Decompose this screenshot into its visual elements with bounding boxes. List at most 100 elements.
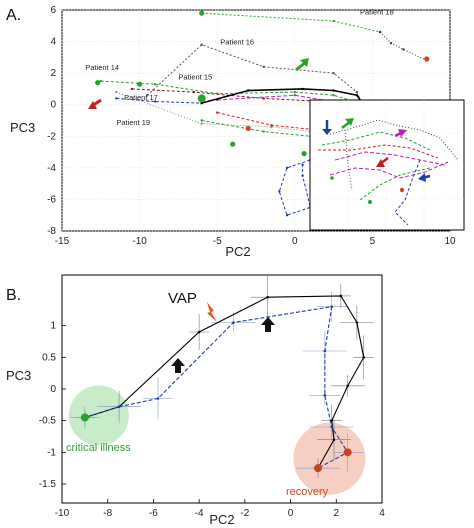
panel-a-series-line <box>217 94 365 110</box>
panel-b-series-point <box>323 349 327 353</box>
panel-b-ytick-label: 0.5 <box>42 352 56 363</box>
panel-b-end-point <box>314 464 322 473</box>
panel-b-series-point <box>346 384 350 388</box>
panel-a-highlight-point <box>137 81 143 87</box>
panel-b-series-point <box>323 394 327 397</box>
panel-a-ytick-label: -4 <box>47 163 56 174</box>
panel-a-xtick-label: -10 <box>132 236 147 247</box>
panel-a-series-point <box>200 43 203 46</box>
panel-a-series-point <box>200 101 203 105</box>
panel-a-ytick-label: -8 <box>47 226 56 237</box>
panel-b-xtick-label: 0 <box>288 508 294 519</box>
panel-a-patient-label: Patient 15 <box>178 72 212 81</box>
panel-a-series-point <box>301 87 304 91</box>
panel-b-ytick-label: 1 <box>50 321 56 332</box>
panel-a-series-point <box>146 94 149 97</box>
panel-a-highlight-point <box>245 125 251 131</box>
panel-a-patient-label: Patient 16 <box>220 38 254 47</box>
critical-illness-label: critical illness <box>66 442 131 454</box>
critical-illness-region <box>68 385 129 446</box>
panel-b-ytick-label: 0 <box>50 384 56 395</box>
panel-a-patient-label: Patient 17 <box>124 93 158 102</box>
panel-a-highlight-point <box>230 141 236 147</box>
panel-b-ytick-label: -1 <box>47 447 56 458</box>
panel-a-series-point <box>192 90 196 94</box>
panel-a-series-point <box>99 79 103 83</box>
panel-b-label: B. <box>6 287 21 304</box>
panel-a-ylabel: PC3 <box>10 120 35 135</box>
inset-points <box>330 176 405 204</box>
panel-a-series-line <box>201 12 381 33</box>
panel-a-series-point <box>293 90 296 94</box>
panel-a-series-point <box>115 90 118 94</box>
panel-a-series-point <box>262 97 265 100</box>
panel-a-ytick-label: -2 <box>47 131 56 142</box>
inset-magenta-arrow-icon <box>394 129 407 138</box>
panel-a-series-point <box>130 87 134 91</box>
panel-a: A. -15 -10 -5 0 5 10 6 4 2 0 -2 -4 -6 -8 Patient 18 Pa… <box>6 5 465 259</box>
vap-label: VAP <box>168 290 197 307</box>
panel-a-grid <box>61 9 451 232</box>
panel-a-xtick-label: -15 <box>55 236 70 247</box>
panel-b-xtick-label: 2 <box>334 508 340 519</box>
panel-b-series-point <box>339 294 343 298</box>
panel-a-series-line <box>147 44 366 110</box>
panel-a-series-point <box>262 130 265 133</box>
panel-b-xtick-label: 4 <box>379 508 385 519</box>
panel-b-series-point <box>197 330 201 334</box>
panel-a-series-point <box>200 122 203 125</box>
panel-b: B. -10 -8 -6 -4 -2 0 2 4 1 0.5 0 -0.5 -1 -1.5 PC2 PC3… <box>6 274 385 527</box>
panel-a-ytick-label: 6 <box>50 5 56 16</box>
inset-navy-arrow-icon <box>418 173 431 182</box>
panel-a-series-point <box>332 89 335 92</box>
black-arrow-up-icon <box>171 358 185 373</box>
panel-b-series-point <box>330 305 334 308</box>
panel-a-series-point <box>270 124 273 127</box>
panel-a-ytick-label: 0 <box>50 100 56 111</box>
panel-b-xtick-label: -8 <box>103 508 112 519</box>
inset-green-arrow-icon <box>341 118 354 129</box>
panel-a-series-line <box>116 97 202 104</box>
panel-a-highlight-point <box>424 56 430 62</box>
panel-a-series-point <box>389 41 393 45</box>
panel-a-ytick-label: -6 <box>47 194 56 205</box>
panel-a-highlight-point <box>95 80 101 86</box>
panel-a-series-point <box>355 90 359 94</box>
panel-a-series-point <box>332 19 335 23</box>
panel-a-series-point <box>301 174 304 177</box>
panel-b-series-point <box>117 405 121 409</box>
panel-a-series-point <box>355 94 359 97</box>
black-arrow-up-icon-2 <box>261 317 275 332</box>
panel-b-start-point <box>80 413 89 422</box>
panel-a-series-point <box>378 30 382 34</box>
panel-a-patient-label: Patient 18 <box>360 8 394 17</box>
inset-red-arrow-icon <box>376 157 389 167</box>
panel-a-ytick-label: 4 <box>50 37 56 48</box>
green-arrow-icon <box>295 58 309 72</box>
panel-a-xtick-label: -5 <box>213 236 222 247</box>
panel-b-series-point <box>330 419 334 422</box>
lightning-icon <box>207 302 217 322</box>
panel-a-xtick-label: 5 <box>370 236 376 247</box>
inset-frame <box>309 99 465 231</box>
panel-a-series-point <box>115 97 118 100</box>
panel-a-series-point <box>293 94 296 97</box>
panel-a-ticks: -15 -10 -5 0 5 10 6 4 2 0 -2 -4 -6 -8 <box>47 5 456 247</box>
panel-a-series-line <box>278 109 366 216</box>
panel-a-patient-label: Patient 19 <box>116 118 150 127</box>
panel-b-ytick-label: -1.5 <box>39 479 57 490</box>
panel-a-highlight-point <box>301 151 307 157</box>
panel-b-series-point <box>266 295 270 299</box>
panel-b-series-point <box>330 425 334 429</box>
panel-a-series-point <box>153 82 157 86</box>
panel-a-series-point <box>247 89 250 92</box>
inset-zoom <box>309 99 465 231</box>
panel-a-highlight-point <box>197 94 206 103</box>
panel-b-xtick-label: -2 <box>240 508 249 519</box>
panel-b-xtick-label: -10 <box>55 508 70 519</box>
panel-a-xlabel: PC2 <box>225 244 250 259</box>
panel-b-series-point <box>355 321 359 324</box>
red-arrow-icon <box>88 98 102 109</box>
panel-a-xtick-label: 10 <box>444 236 456 247</box>
